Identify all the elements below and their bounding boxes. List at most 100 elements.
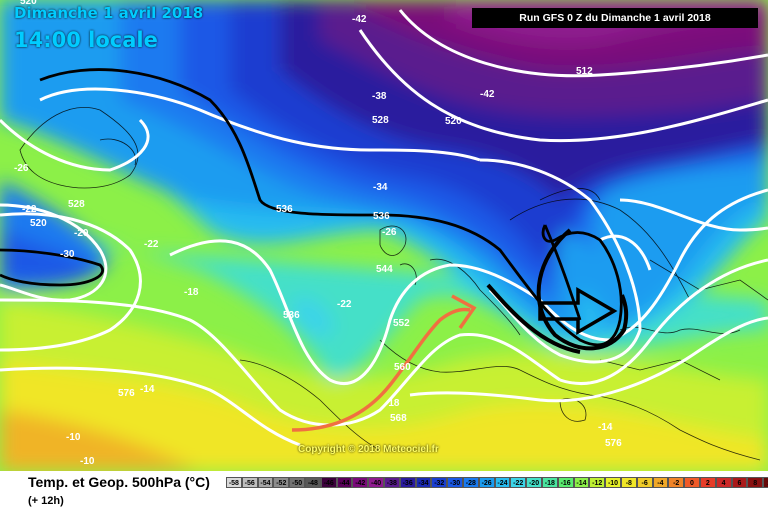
scale-value-label: -54 [260, 480, 271, 487]
copyright-notice: Copyright © 2018 Meteociel.fr [298, 444, 439, 455]
scale-value-label: -46 [323, 480, 334, 487]
scale-swatch [494, 477, 511, 488]
label-g-552: 552 [393, 318, 410, 329]
legend-footer: Temp. et Geop. 500hPa (°C) (+ 12h) [0, 471, 768, 512]
scale-value-label: -10 [607, 480, 619, 487]
color-scale-labels: -58 -56 -54 -52 -50 -48 -46 -44 -42 -40 -38 -36 -34-… [226, 480, 768, 487]
scale-swatch [541, 477, 558, 488]
scale-value-label: 6 [737, 480, 742, 487]
label-t-m22-wc: -22 [144, 239, 159, 250]
label-g-528-n: 528 [372, 115, 389, 126]
label-t-m10-sw2: -10 [80, 456, 95, 467]
forecast-date: Dimanche 1 avril 2018 [14, 4, 204, 22]
scale-value-label: 0 [690, 480, 694, 487]
scale-swatch [241, 477, 258, 488]
scale-swatch [747, 477, 764, 488]
map-canvas: -42 520 512 -42 -38 528 520 -26 -34 536 … [0, 0, 768, 471]
scale-value-label: -20 [528, 480, 540, 487]
scale-value-label: 8 [753, 480, 758, 487]
label-g-560: 560 [394, 362, 411, 373]
scale-value-label: 4 [721, 480, 726, 487]
label-t-m26-c: -26 [382, 227, 397, 238]
label-t-m22-c: -22 [337, 299, 352, 310]
contour-labels: -42 520 512 -42 -38 528 520 -26 -34 536 … [14, 0, 622, 467]
scale-swatch [684, 477, 700, 488]
label-t-m14-e: -14 [598, 422, 613, 433]
scale-value-label: -32 [434, 480, 445, 487]
scale-swatch [699, 477, 716, 488]
label-t-m18-w: -18 [184, 287, 199, 298]
scale-swatch [273, 477, 290, 488]
label-t-m22-w: -22 [22, 204, 37, 215]
label-t-m18-s: -18 [385, 398, 400, 409]
scale-swatch [589, 477, 606, 488]
scale-value-label: -36 [402, 480, 413, 487]
label-g-520-ne: 520 [445, 116, 462, 127]
scale-value-label: -2 [673, 480, 680, 487]
label-t-m14-w: -14 [140, 384, 155, 395]
scale-value-label: -14 [576, 480, 587, 487]
scale-value-label: -4 [657, 480, 664, 487]
scale-swatch [368, 477, 384, 488]
scale-value-label: -8 [625, 480, 632, 487]
label-t-m42-right: -42 [480, 89, 495, 100]
temperature-field [0, 0, 768, 471]
label-g-528-w: 528 [68, 199, 85, 210]
isohypse-536 [0, 68, 623, 347]
scale-swatch [620, 477, 637, 488]
model-run-info: Run GFS 0 Z du Dimanche 1 avril 2018 [472, 8, 758, 28]
label-g-536-c: 536 [373, 211, 390, 222]
scale-swatch [226, 477, 242, 488]
scale-value-label: -56 [244, 480, 255, 487]
label-t-m20: -20 [74, 228, 89, 239]
label-g-536-sw: 536 [283, 310, 300, 321]
label-g-576-w: 576 [118, 388, 135, 399]
label-g-568: 568 [390, 413, 407, 424]
label-t-m30: -30 [60, 249, 75, 260]
scale-value-label: -28 [465, 480, 476, 487]
scale-swatch [605, 477, 621, 488]
scale-value-label: -6 [641, 480, 648, 487]
scale-value-label: -42 [355, 480, 366, 487]
scale-swatch [526, 477, 542, 488]
scale-value-label: -52 [276, 480, 287, 487]
scale-value-label: -26 [481, 480, 492, 487]
scale-value-label: -34 [418, 480, 429, 487]
scale-value-label: -24 [497, 480, 508, 487]
trough-annotation [486, 228, 629, 354]
forecast-step: (+ 12h) [28, 495, 64, 507]
scale-swatch [415, 477, 432, 488]
scale-value-label: -12 [592, 480, 603, 487]
label-t-m10-sw: -10 [66, 432, 81, 443]
scale-swatch [731, 477, 748, 488]
scale-value-label: -44 [339, 480, 350, 487]
scale-value-label: -48 [307, 480, 318, 487]
scale-value-label: -30 [449, 480, 461, 487]
label-g-544: 544 [376, 264, 393, 275]
scale-swatch [557, 477, 574, 488]
scale-swatch [289, 477, 305, 488]
scale-swatch [510, 477, 527, 488]
scale-swatch [652, 477, 669, 488]
scale-swatch [668, 477, 685, 488]
coastlines [19, 107, 768, 461]
warm-advection-arrow [291, 294, 477, 432]
scale-value-label: -50 [292, 480, 303, 487]
scale-swatch [320, 477, 337, 488]
label-g-520-top: 520 [20, 0, 37, 7]
scale-swatch [478, 477, 495, 488]
scale-swatch [304, 477, 321, 488]
label-g-536-w: 536 [276, 204, 293, 215]
scale-value-label: -18 [544, 480, 555, 487]
scale-value-label: -38 [386, 480, 397, 487]
scale-swatch [383, 477, 400, 488]
label-g-512: 512 [576, 66, 593, 77]
scale-swatch [462, 477, 479, 488]
scale-swatch [715, 477, 732, 488]
scale-value-label: -58 [228, 480, 239, 487]
color-scale [226, 477, 768, 488]
scale-value-label: -16 [560, 480, 571, 487]
scale-value-label: 2 [705, 480, 710, 487]
label-t-m34: -34 [373, 182, 388, 193]
scale-swatch [636, 477, 653, 488]
